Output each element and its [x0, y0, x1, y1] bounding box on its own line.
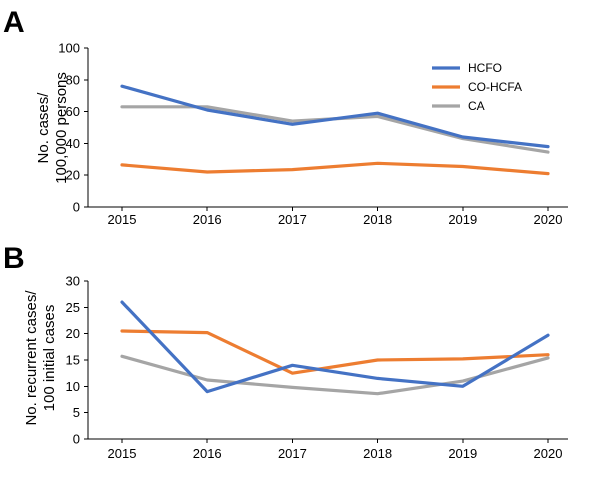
panel-a-y-tick-label: 100: [58, 41, 80, 56]
panel-a-x-tick-label: 2017: [278, 212, 307, 227]
panel-b-y-tick-label: 5: [73, 405, 80, 420]
panel-b-y-tick-label: 0: [73, 432, 80, 447]
panel-a-series-co-hcfa: [120, 161, 550, 176]
panel-b-x-tick-label: 2020: [534, 446, 563, 461]
panel-b-y-tick-label: 20: [66, 326, 80, 341]
panel-a-y-label-line1: No. cases/: [35, 92, 52, 164]
panel-a-series-hcfo: [120, 84, 550, 149]
panel-b-y-tick-label: 30: [66, 274, 80, 289]
panel-b-y-label: No. recurrent cases/ 100 initial cases: [23, 290, 58, 426]
panel-a-y-tick-label: 40: [66, 136, 80, 151]
panel-b-series-co-hcfa: [120, 329, 550, 375]
panel-b-series-hcfo: [120, 300, 550, 394]
panel-a-x-tick-label: 2020: [534, 212, 563, 227]
panel-b-y-label-line1: No. recurrent cases/: [23, 290, 40, 426]
panel-b-y-tick-label: 25: [66, 300, 80, 315]
panel-a-letter: A: [3, 6, 25, 39]
panel-a-y-label-line2: 100,000 persons: [53, 72, 70, 184]
panel-a-y-tick-label: 80: [66, 72, 80, 87]
panel-b-plot: 0 5 10 15 20 25 30 2015 2016 2017 2018 2019 2020: [66, 274, 568, 461]
panel-a-x-tick-label: 2016: [193, 212, 222, 227]
legend-label-co-hcfa: CO-HCFA: [468, 80, 522, 94]
panel-a-y-tick-label: 0: [73, 200, 80, 215]
panel-b-x-tick-label: 2015: [108, 446, 137, 461]
panel-a-series-ca: [120, 105, 550, 154]
panel-a-x-tick-label: 2019: [448, 212, 477, 227]
panel-b-x-tick-label: 2019: [448, 446, 477, 461]
panel-b-y-tick-label: 10: [66, 379, 80, 394]
panel-b-x-tick-label: 2016: [193, 446, 222, 461]
panel-b-y-label-line2: 100 initial cases: [41, 305, 58, 412]
panel-b-x-tick-label: 2017: [278, 446, 307, 461]
panel-a-legend: HCFO CO-HCFA CA: [432, 61, 522, 113]
panel-b-x-tick-label: 2018: [363, 446, 392, 461]
panel-a-x-tick-label: 2018: [363, 212, 392, 227]
panel-a-y-tick-label: 20: [66, 168, 80, 183]
panel-a-y-label: No. cases/ 100,000 persons: [35, 72, 70, 184]
panel-b-letter: B: [3, 242, 25, 275]
panel-a-y-tick-label: 60: [66, 104, 80, 119]
legend-label-hcfo: HCFO: [468, 61, 502, 75]
panel-a-plot: 0 20 40 60 80 100 2015 2016 2017 2018 2019 2020: [58, 41, 568, 227]
panel-a-x-tick-label: 2015: [108, 212, 137, 227]
panel-b-y-tick-label: 15: [66, 353, 80, 368]
legend-label-ca: CA: [468, 99, 485, 113]
